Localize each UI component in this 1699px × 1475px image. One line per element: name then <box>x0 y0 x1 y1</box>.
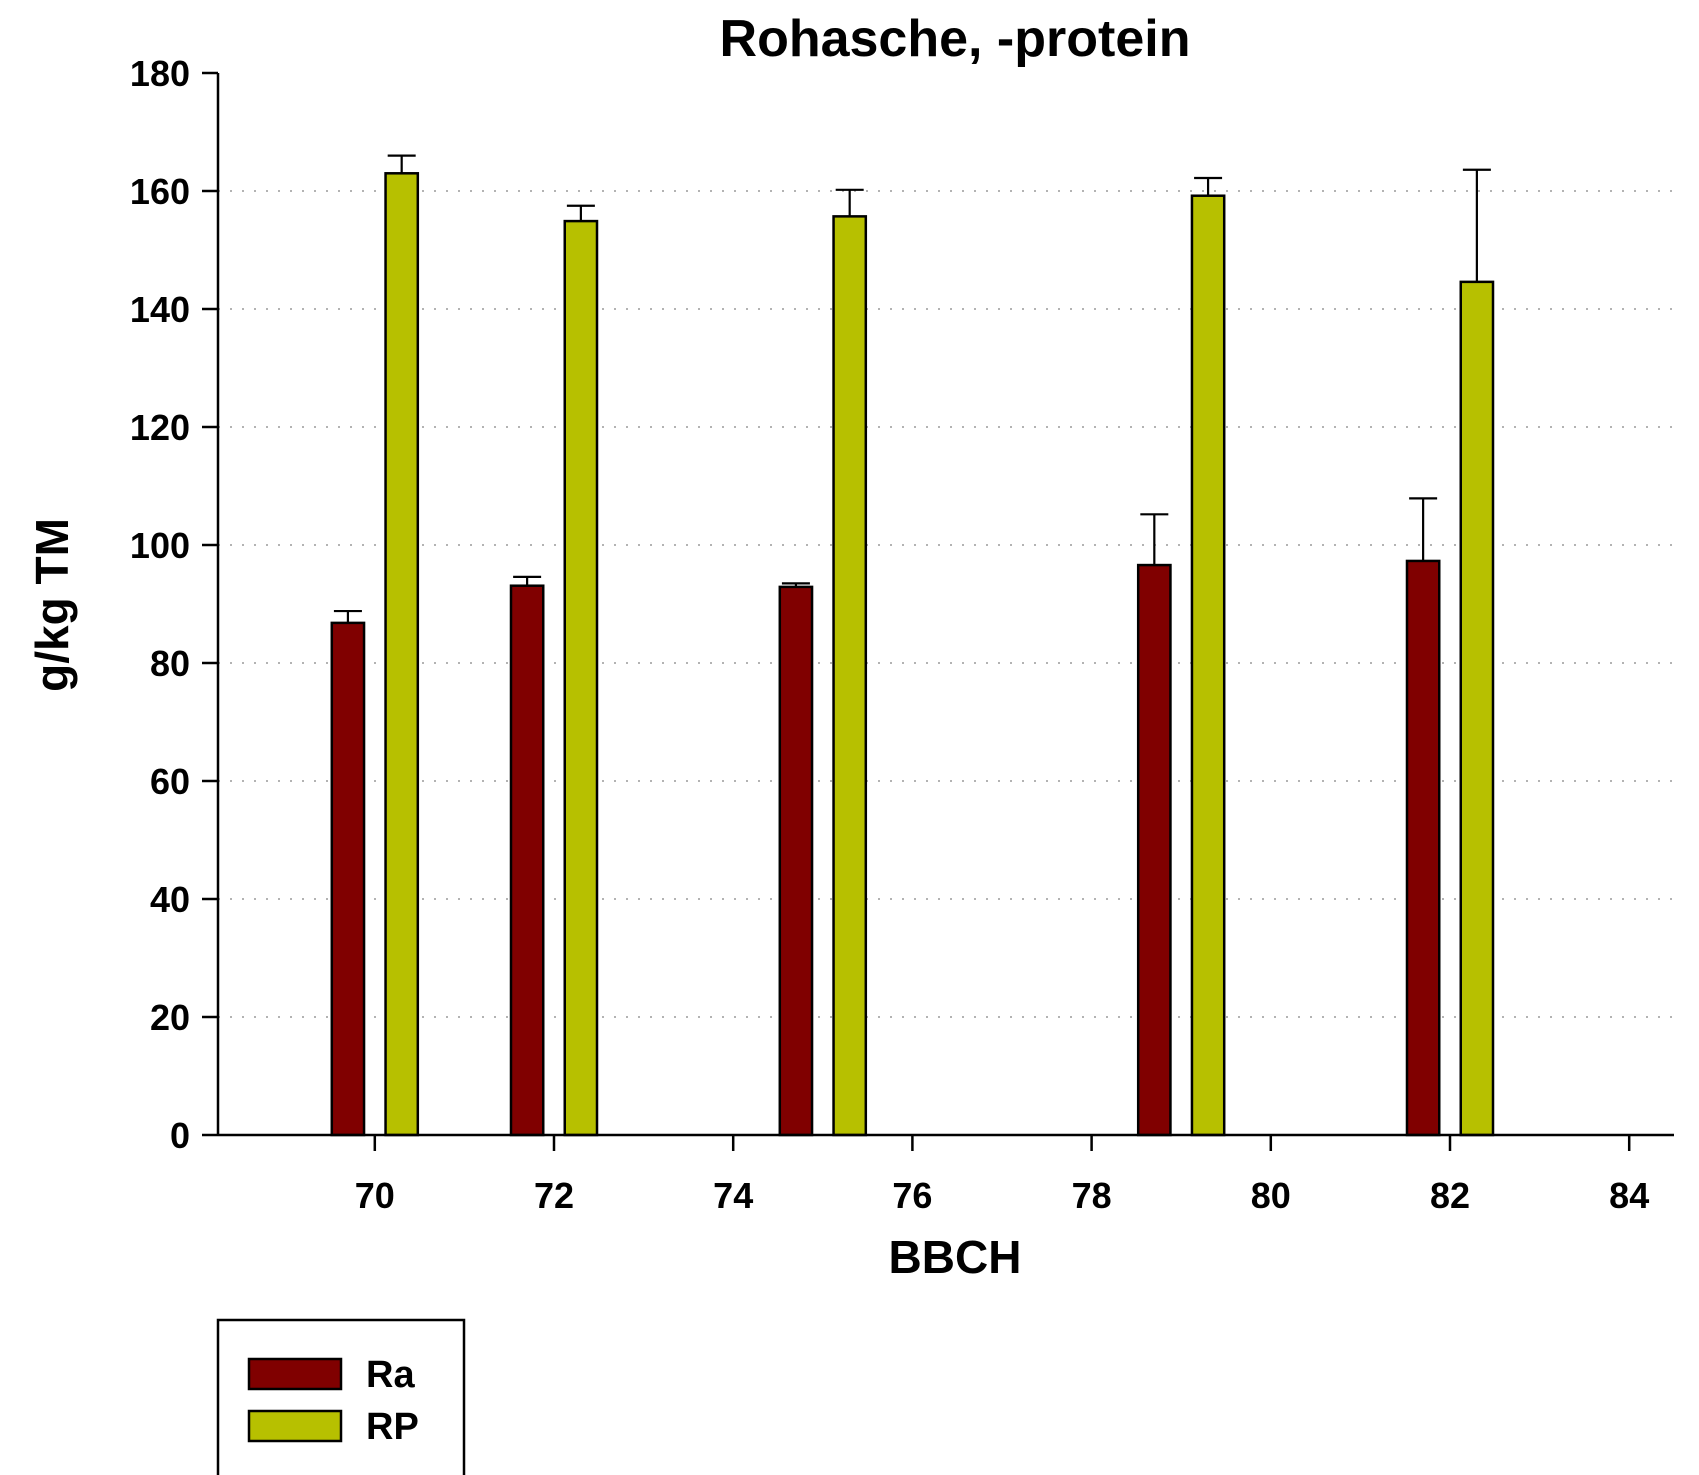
legend-label-rp: RP <box>366 1406 419 1448</box>
x-tick-label: 72 <box>534 1175 574 1216</box>
x-tick-label: 82 <box>1430 1175 1470 1216</box>
y-ticks: 0 20 40 60 80 100 120 140 160 180 <box>130 53 218 1156</box>
y-tick-label: 140 <box>130 289 190 330</box>
x-tick-label: 74 <box>713 1175 753 1216</box>
y-tick-label: 0 <box>170 1115 190 1156</box>
y-tick-label: 80 <box>150 643 190 684</box>
bar-rp <box>1459 280 1495 1137</box>
x-tick-label: 80 <box>1251 1175 1291 1216</box>
y-tick-label: 120 <box>130 407 190 448</box>
y-axis-label: g/kg TM <box>26 518 78 692</box>
y-tick-label: 40 <box>150 879 190 920</box>
x-axis-label: BBCH <box>889 1231 1022 1283</box>
y-tick-label: 160 <box>130 171 190 212</box>
y-tick-label: 100 <box>130 525 190 566</box>
bar-ra <box>1136 563 1172 1137</box>
legend: Ra RP <box>216 1318 466 1475</box>
y-tick-label: 60 <box>150 761 190 802</box>
legend-swatch-rp <box>247 1409 343 1443</box>
y-tick-label: 20 <box>150 997 190 1038</box>
x-tick-label: 84 <box>1609 1175 1649 1216</box>
chart-title: Rohasche, -protein <box>720 10 1191 68</box>
legend-box <box>216 1318 466 1475</box>
bar-ra <box>1405 559 1441 1137</box>
bar-rp <box>563 219 599 1137</box>
bar-ra <box>330 621 366 1137</box>
legend-swatch-ra <box>247 1357 343 1391</box>
legend-label-ra: Ra <box>366 1354 415 1396</box>
bar-ra <box>509 584 545 1137</box>
error-bars <box>333 154 1491 623</box>
x-tick-label: 76 <box>892 1175 932 1216</box>
bars <box>330 172 1495 1137</box>
y-tick-label: 180 <box>130 53 190 94</box>
bar-rp <box>1190 194 1226 1137</box>
bar-rp <box>384 172 420 1137</box>
x-ticks: 70 72 74 76 78 80 82 84 <box>355 1135 1649 1216</box>
x-tick-label: 78 <box>1072 1175 1112 1216</box>
bar-rp <box>832 215 868 1137</box>
bar-ra <box>778 585 814 1137</box>
gridlines <box>218 190 1674 1018</box>
axes <box>216 73 1674 1137</box>
x-tick-label: 70 <box>355 1175 395 1216</box>
